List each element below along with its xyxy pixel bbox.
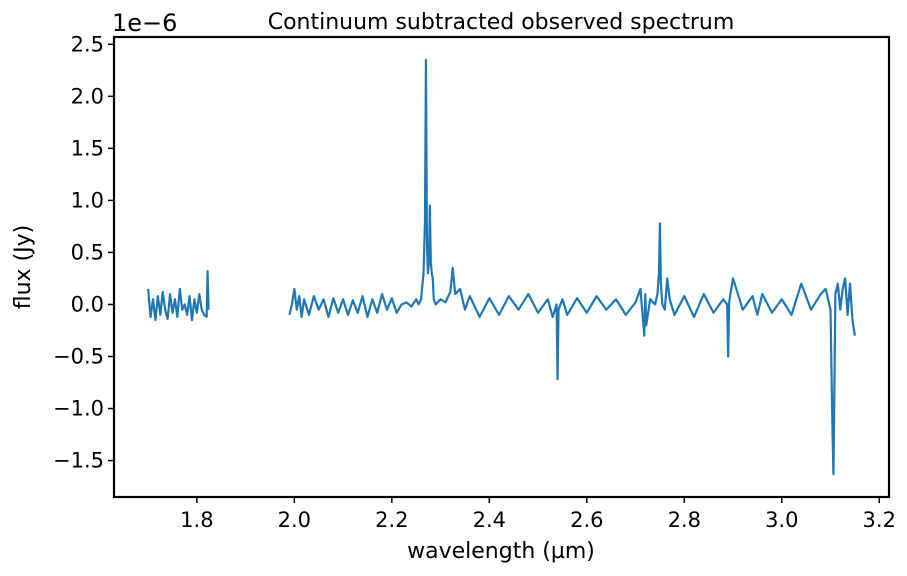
y-offset-label: 1e−6 bbox=[112, 9, 177, 37]
y-tick-label: 1.5 bbox=[71, 136, 104, 160]
y-tick-label: 0.5 bbox=[71, 240, 104, 264]
spectrum-line-segment-1 bbox=[147, 270, 210, 322]
x-tick-label: 2.0 bbox=[278, 508, 311, 532]
x-tick-label: 2.8 bbox=[668, 508, 701, 532]
y-tick-label: 1.0 bbox=[71, 188, 104, 212]
x-tick-label: 3.0 bbox=[765, 508, 798, 532]
x-tick-label: 1.8 bbox=[180, 508, 213, 532]
x-tick-label: 3.2 bbox=[863, 508, 896, 532]
x-tick-label: 2.6 bbox=[570, 508, 603, 532]
y-tick-label: −1.5 bbox=[53, 449, 104, 473]
spectrum-line-segment-2 bbox=[288, 58, 856, 476]
chart-title: Continuum subtracted observed spectrum bbox=[268, 10, 735, 35]
data-layer bbox=[147, 58, 856, 476]
y-tick-label: −0.5 bbox=[53, 345, 104, 369]
y-axis: −1.5 −1.0 −0.5 0.0 0.5 1.0 1.5 2.0 2.5 bbox=[53, 32, 114, 473]
x-tick-label: 2.4 bbox=[473, 508, 506, 532]
axes-frame bbox=[112, 35, 891, 499]
x-axis-title: wavelength (µm) bbox=[407, 539, 595, 564]
y-tick-label: 2.0 bbox=[71, 84, 104, 108]
y-tick-label: −1.0 bbox=[53, 397, 104, 421]
y-tick-label: 2.5 bbox=[71, 32, 104, 56]
y-axis-title: flux (Jy) bbox=[11, 225, 36, 310]
y-tick-label: 0.0 bbox=[71, 292, 104, 316]
x-axis: 1.8 2.0 2.2 2.4 2.6 2.8 3.0 3.2 bbox=[180, 497, 896, 532]
x-tick-label: 2.2 bbox=[375, 508, 408, 532]
